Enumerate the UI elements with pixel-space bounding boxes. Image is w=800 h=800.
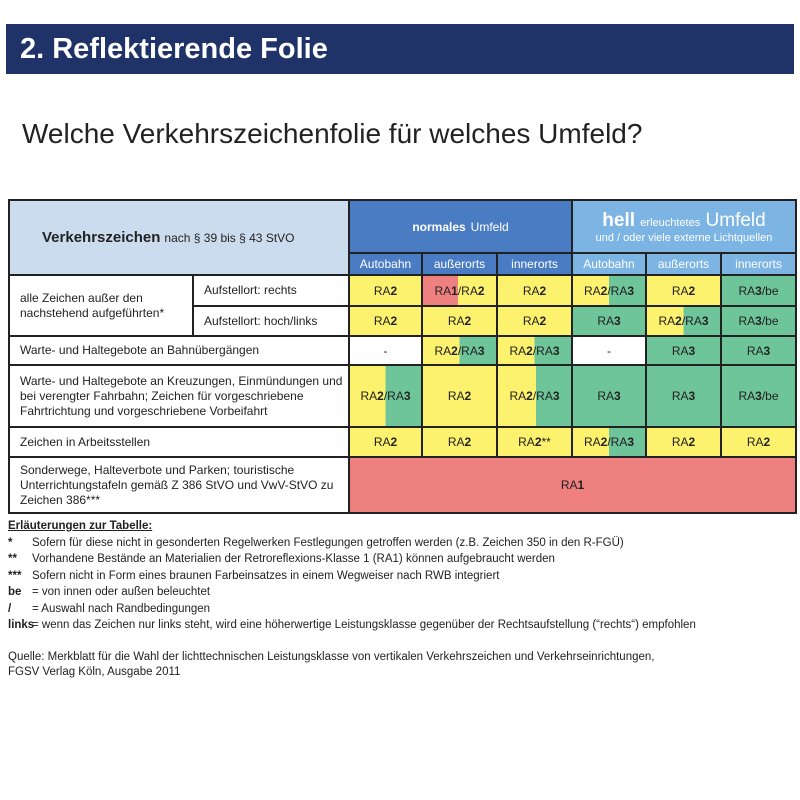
folie-table: Verkehrszeichen nach § 39 bis § 43 StVO n…	[8, 199, 797, 514]
header-bold: Verkehrszeichen	[42, 229, 161, 246]
table-cell: -	[350, 337, 421, 364]
table-cell: RA 3	[722, 337, 795, 364]
subheader-5: innerorts	[722, 254, 795, 274]
table-cell: RA 2/RA 3	[573, 276, 645, 305]
note-item: be = von innen oder außen beleuchtet	[8, 584, 696, 601]
note-text: Sofern nicht in Form eines braunen Farbe…	[32, 569, 500, 582]
table-cell: RA 3/be	[722, 366, 795, 426]
table-cell: RA 1	[350, 458, 795, 512]
row-label: Zeichen in Arbeitsstellen	[10, 428, 348, 456]
header-hell-umfeld: hell erleuchtetes Umfeld und / oder viel…	[573, 201, 795, 252]
table-cell: RA 2/RA 3	[498, 337, 571, 364]
table-cell: RA 2	[423, 307, 496, 335]
table-cell: RA 2	[722, 428, 795, 456]
notes: Erläuterungen zur Tabelle: * Sofern für d…	[8, 518, 696, 634]
table-cell: RA 2	[350, 276, 421, 305]
note-key: /	[8, 602, 12, 615]
table-cell: RA 2/RA 3	[350, 366, 421, 426]
table-cell: RA 2	[350, 428, 421, 456]
table-cell: -	[573, 337, 645, 364]
note-key: be	[8, 586, 22, 598]
note-key: *	[8, 536, 13, 549]
table-cell: RA 3	[647, 337, 720, 364]
row-label: Warte- und Haltegebote an Kreuzungen, Ei…	[10, 366, 348, 426]
header-verkehrszeichen: Verkehrszeichen nach § 39 bis § 43 StVO	[10, 201, 348, 274]
hell-bold: hell	[602, 209, 636, 231]
note-key: ***	[8, 569, 22, 582]
page-title: 2. Reflektierende Folie	[6, 24, 794, 74]
table-cell: RA 3	[573, 366, 645, 426]
table-cell: RA 2	[423, 428, 496, 456]
hell-sub: und / oder viele externe Lichtquellen	[595, 231, 773, 244]
row-label: Sonderwege, Halteverbote und Parken; tou…	[10, 458, 348, 512]
table-cell: RA 3/be	[722, 307, 795, 335]
source-line-1: Quelle: Merkblatt für die Wahl der licht…	[8, 651, 655, 663]
table-cell: RA 2	[423, 366, 496, 426]
table-cell: RA 2	[498, 276, 571, 305]
note-text: = Auswahl nach Randbedingungen	[32, 602, 211, 615]
table-cell: RA 2/RA 3	[423, 337, 496, 364]
table-cell: RA 2	[647, 428, 720, 456]
subheader-4: außerorts	[647, 254, 720, 274]
table-cell: RA 2	[647, 276, 720, 305]
note-item: links= wenn das Zeichen nur links steht,…	[8, 617, 696, 634]
source-line-2: FGSV Verlag Köln, Ausgabe 2011	[8, 666, 181, 678]
subheader-0: Autobahn	[350, 254, 421, 274]
normal-bold: normales	[412, 219, 466, 234]
row-label: Warte- und Haltegebote an Bahnübergängen	[10, 337, 348, 364]
table-cell: RA 2	[350, 307, 421, 335]
note-text: Sofern für diese nicht in gesonderten Re…	[32, 536, 624, 549]
note-key: links	[8, 619, 35, 631]
table-cell: RA 2/RA 3	[498, 366, 571, 426]
subheader-3: Autobahn	[573, 254, 645, 274]
note-key: **	[8, 553, 17, 565]
hell-small: erleuchtetes	[640, 216, 701, 229]
question-heading: Welche Verkehrszeichenfolie für welches …	[22, 118, 643, 149]
note-item: *** Sofern nicht in Form eines braunen Fa…	[8, 568, 696, 585]
table-cell: RA 3	[573, 307, 645, 335]
row-group-label: alle Zeichen außer den nachstehend aufge…	[10, 276, 192, 335]
note-item: * Sofern für diese nicht in gesonderten R…	[8, 535, 696, 552]
header-rest: nach § 39 bis § 43 StVO	[164, 230, 295, 245]
hell-rest: Umfeld	[705, 209, 766, 231]
header-normales-umfeld: normales Umfeld	[350, 201, 571, 252]
table-cell: RA 3/be	[722, 276, 795, 305]
note-text: = von innen oder außen beleuchtet	[32, 586, 211, 598]
row-label: Aufstellort: hoch/links	[194, 307, 348, 335]
subheader-2: innerorts	[498, 254, 571, 274]
note-item: ** Vorhandene Bestände an Materialien der…	[8, 551, 696, 568]
table-cell: RA 3	[647, 366, 720, 426]
table-cell: RA 2	[498, 307, 571, 335]
normal-rest: Umfeld	[470, 219, 509, 234]
note-text: = wenn das Zeichen nur links steht, wird…	[32, 619, 696, 631]
source: Quelle: Merkblatt für die Wahl der licht…	[8, 650, 654, 680]
notes-heading: Erläuterungen zur Tabelle:	[8, 520, 153, 532]
note-text: Vorhandene Bestände an Materialien der R…	[32, 553, 555, 565]
subheader-1: außerorts	[423, 254, 496, 274]
table-cell: RA 2 **	[498, 428, 571, 456]
row-label: Aufstellort: rechts	[194, 276, 348, 305]
table-cell: RA 1/RA 2	[423, 276, 496, 305]
table-cell: RA 2/RA 3	[573, 428, 645, 456]
table-cell: RA 2/RA 3	[647, 307, 720, 335]
note-item: / = Auswahl nach Randbedingungen	[8, 601, 696, 618]
